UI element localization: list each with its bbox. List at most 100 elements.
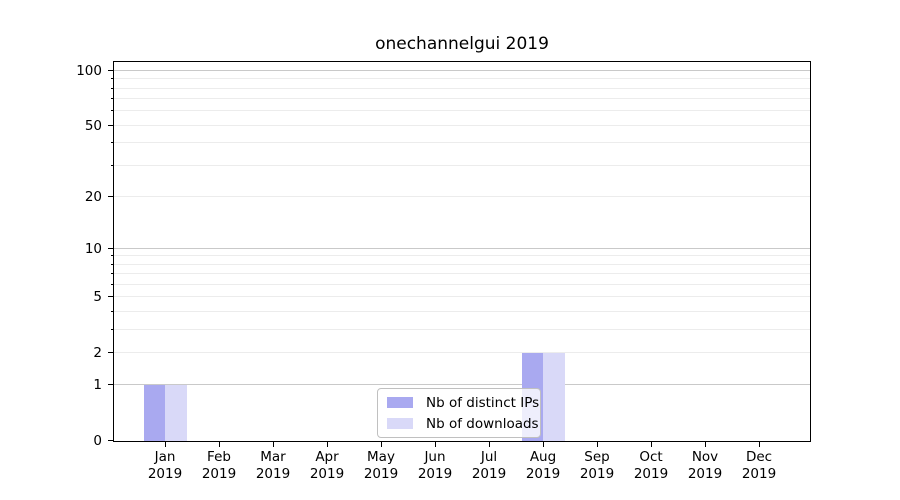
- y-gridline-minor: [114, 310, 810, 312]
- x-tick-year: 2019: [201, 465, 237, 482]
- x-tick: [273, 442, 274, 447]
- x-tick: [705, 442, 706, 447]
- y-tick-minor: [111, 87, 113, 89]
- x-tick-month: Aug: [529, 449, 557, 465]
- y-tick-minor: [111, 164, 113, 166]
- x-tick-label: May 2019: [354, 449, 408, 482]
- y-gridline-major: [114, 247, 810, 249]
- legend: Nb of distinct IPs Nb of downloads: [377, 388, 541, 438]
- legend-label-distinct-ips: Nb of distinct IPs: [426, 394, 540, 411]
- x-tick-month: Feb: [207, 449, 231, 465]
- y-tick-label: 0: [93, 433, 102, 449]
- x-tick-label: Sep 2019: [570, 449, 624, 482]
- x-tick-year: 2019: [687, 465, 723, 482]
- x-tick-label: Jun 2019: [408, 449, 462, 482]
- y-tick-minor: [111, 78, 113, 80]
- x-tick-year: 2019: [363, 465, 399, 482]
- x-tick-month: Sep: [584, 449, 610, 465]
- y-tick-label: 2: [93, 344, 102, 361]
- x-tick-month: Dec: [745, 449, 773, 465]
- y-gridline-minor: [114, 255, 810, 257]
- x-tick: [327, 442, 328, 447]
- legend-item-distinct-ips: Nb of distinct IPs: [386, 394, 539, 412]
- y-gridline-minor: [114, 351, 810, 353]
- x-tick-year: 2019: [525, 465, 561, 482]
- x-tick-label: Jul 2019: [462, 449, 516, 482]
- x-tick-label: Oct 2019: [624, 449, 678, 482]
- y-gridline-minor: [114, 124, 810, 126]
- x-tick: [597, 442, 598, 447]
- y-tick: [108, 384, 113, 386]
- y-gridline-minor: [114, 87, 810, 89]
- bar-downloads-aug: [543, 352, 565, 441]
- y-gridline-minor: [114, 263, 810, 265]
- x-tick: [165, 442, 166, 447]
- x-tick-label: Feb 2019: [192, 449, 246, 482]
- y-gridline-major: [114, 384, 810, 386]
- x-tick-month: Oct: [639, 449, 663, 465]
- x-tick-year: 2019: [633, 465, 669, 482]
- x-tick-month: Mar: [260, 449, 286, 465]
- y-tick: [108, 195, 113, 197]
- y-tick-label: 50: [84, 117, 102, 134]
- x-tick-label: Aug 2019: [516, 449, 570, 482]
- x-tick-month: Jun: [424, 449, 446, 465]
- x-tick: [759, 442, 760, 447]
- y-gridline-minor: [114, 328, 810, 330]
- y-gridline-minor: [114, 142, 810, 144]
- y-tick: [108, 440, 113, 441]
- x-tick: [489, 442, 490, 447]
- y-gridline-major: [114, 70, 810, 72]
- bar-distinct-ips-jan: [143, 385, 165, 441]
- x-tick-label: Jan 2019: [138, 449, 192, 482]
- y-tick: [108, 247, 113, 249]
- x-tick-year: 2019: [417, 465, 453, 482]
- y-gridline-minor: [114, 110, 810, 112]
- legend-label-downloads: Nb of downloads: [426, 415, 539, 432]
- x-tick-year: 2019: [147, 465, 183, 482]
- x-tick: [543, 442, 544, 447]
- y-tick: [108, 70, 113, 72]
- y-tick-minor: [111, 310, 113, 312]
- legend-swatch-distinct-ips: [387, 397, 413, 408]
- x-tick: [381, 442, 382, 447]
- y-gridline-minor: [114, 98, 810, 100]
- y-tick-label: 10: [84, 240, 102, 257]
- x-tick-year: 2019: [741, 465, 777, 482]
- y-tick: [108, 124, 113, 126]
- x-tick-month: Nov: [691, 449, 719, 465]
- x-tick-year: 2019: [579, 465, 615, 482]
- y-tick-minor: [111, 263, 113, 265]
- legend-swatch-downloads: [387, 418, 413, 429]
- y-tick-minor: [111, 255, 113, 257]
- y-gridline-minor: [114, 195, 810, 197]
- x-tick-year: 2019: [309, 465, 345, 482]
- y-gridline-minor: [114, 296, 810, 298]
- y-tick-minor: [111, 328, 113, 330]
- y-tick-minor: [111, 110, 113, 112]
- chart-title: onechannelgui 2019: [375, 34, 549, 54]
- y-tick-minor: [111, 142, 113, 144]
- y-gridline-minor: [114, 284, 810, 285]
- y-gridline-minor: [114, 78, 810, 80]
- bar-downloads-jan: [165, 385, 187, 441]
- x-tick-year: 2019: [471, 465, 507, 482]
- y-tick-label: 1: [93, 377, 102, 394]
- x-tick-year: 2019: [255, 465, 291, 482]
- x-tick-month: Jan: [154, 449, 176, 465]
- y-gridline-minor: [114, 273, 810, 275]
- plot-area: 0 1 2 5 10 20 50 100 Jan 2019 Feb 2019 Mar 2019 Apr 201…: [76, 61, 811, 482]
- x-tick-label: Nov 2019: [678, 449, 732, 482]
- y-tick-minor: [111, 98, 113, 100]
- x-tick-month: Jul: [480, 449, 498, 465]
- x-tick: [219, 442, 220, 447]
- y-tick-minor: [111, 273, 113, 275]
- x-tick: [651, 442, 652, 447]
- x-tick-month: Apr: [315, 449, 339, 465]
- y-tick-label: 20: [84, 188, 102, 205]
- y-tick-label: 5: [93, 289, 102, 306]
- legend-item-downloads: Nb of downloads: [386, 415, 539, 433]
- y-tick-label: 100: [76, 63, 102, 79]
- x-tick-month: May: [367, 449, 395, 465]
